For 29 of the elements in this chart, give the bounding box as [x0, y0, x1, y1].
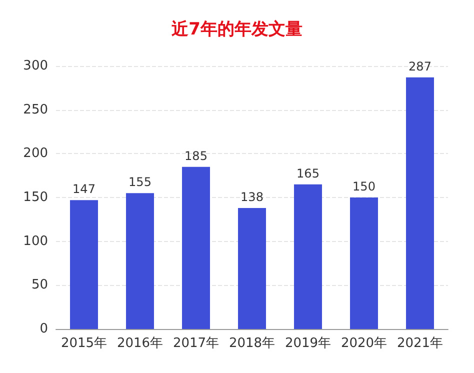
bar [294, 184, 322, 329]
x-tick-label: 2021年 [396, 336, 444, 351]
y-tick-label: 0 [40, 322, 48, 336]
data-label: 165 [296, 166, 320, 180]
data-label: 150 [352, 180, 376, 194]
data-label: 155 [128, 175, 152, 190]
bar [406, 77, 434, 329]
y-tick-label: 100 [23, 234, 48, 249]
y-tick-label: 250 [23, 102, 48, 118]
data-label: 185 [184, 148, 208, 163]
bar [182, 166, 210, 329]
x-tick-label: 2015年 [60, 336, 108, 351]
bar [350, 198, 378, 329]
x-tick-label: 2018年 [228, 336, 276, 351]
x-tick-label: 2016年 [116, 336, 164, 351]
y-tick-label: 300 [23, 58, 48, 74]
x-tick-label: 2019年 [284, 336, 332, 351]
bar [70, 200, 98, 329]
bar [238, 208, 266, 329]
chart-title: 近7年的年发文量 [170, 20, 302, 40]
bar [126, 193, 154, 329]
y-tick-label: 200 [23, 146, 48, 162]
y-tick-label: 50 [31, 278, 48, 293]
x-tick-label: 2017年 [172, 336, 220, 351]
data-label: 138 [240, 190, 264, 204]
data-label: 287 [408, 59, 432, 74]
data-label: 147 [72, 182, 96, 196]
x-tick-label: 2020年 [340, 336, 388, 351]
y-tick-label: 150 [23, 190, 48, 205]
